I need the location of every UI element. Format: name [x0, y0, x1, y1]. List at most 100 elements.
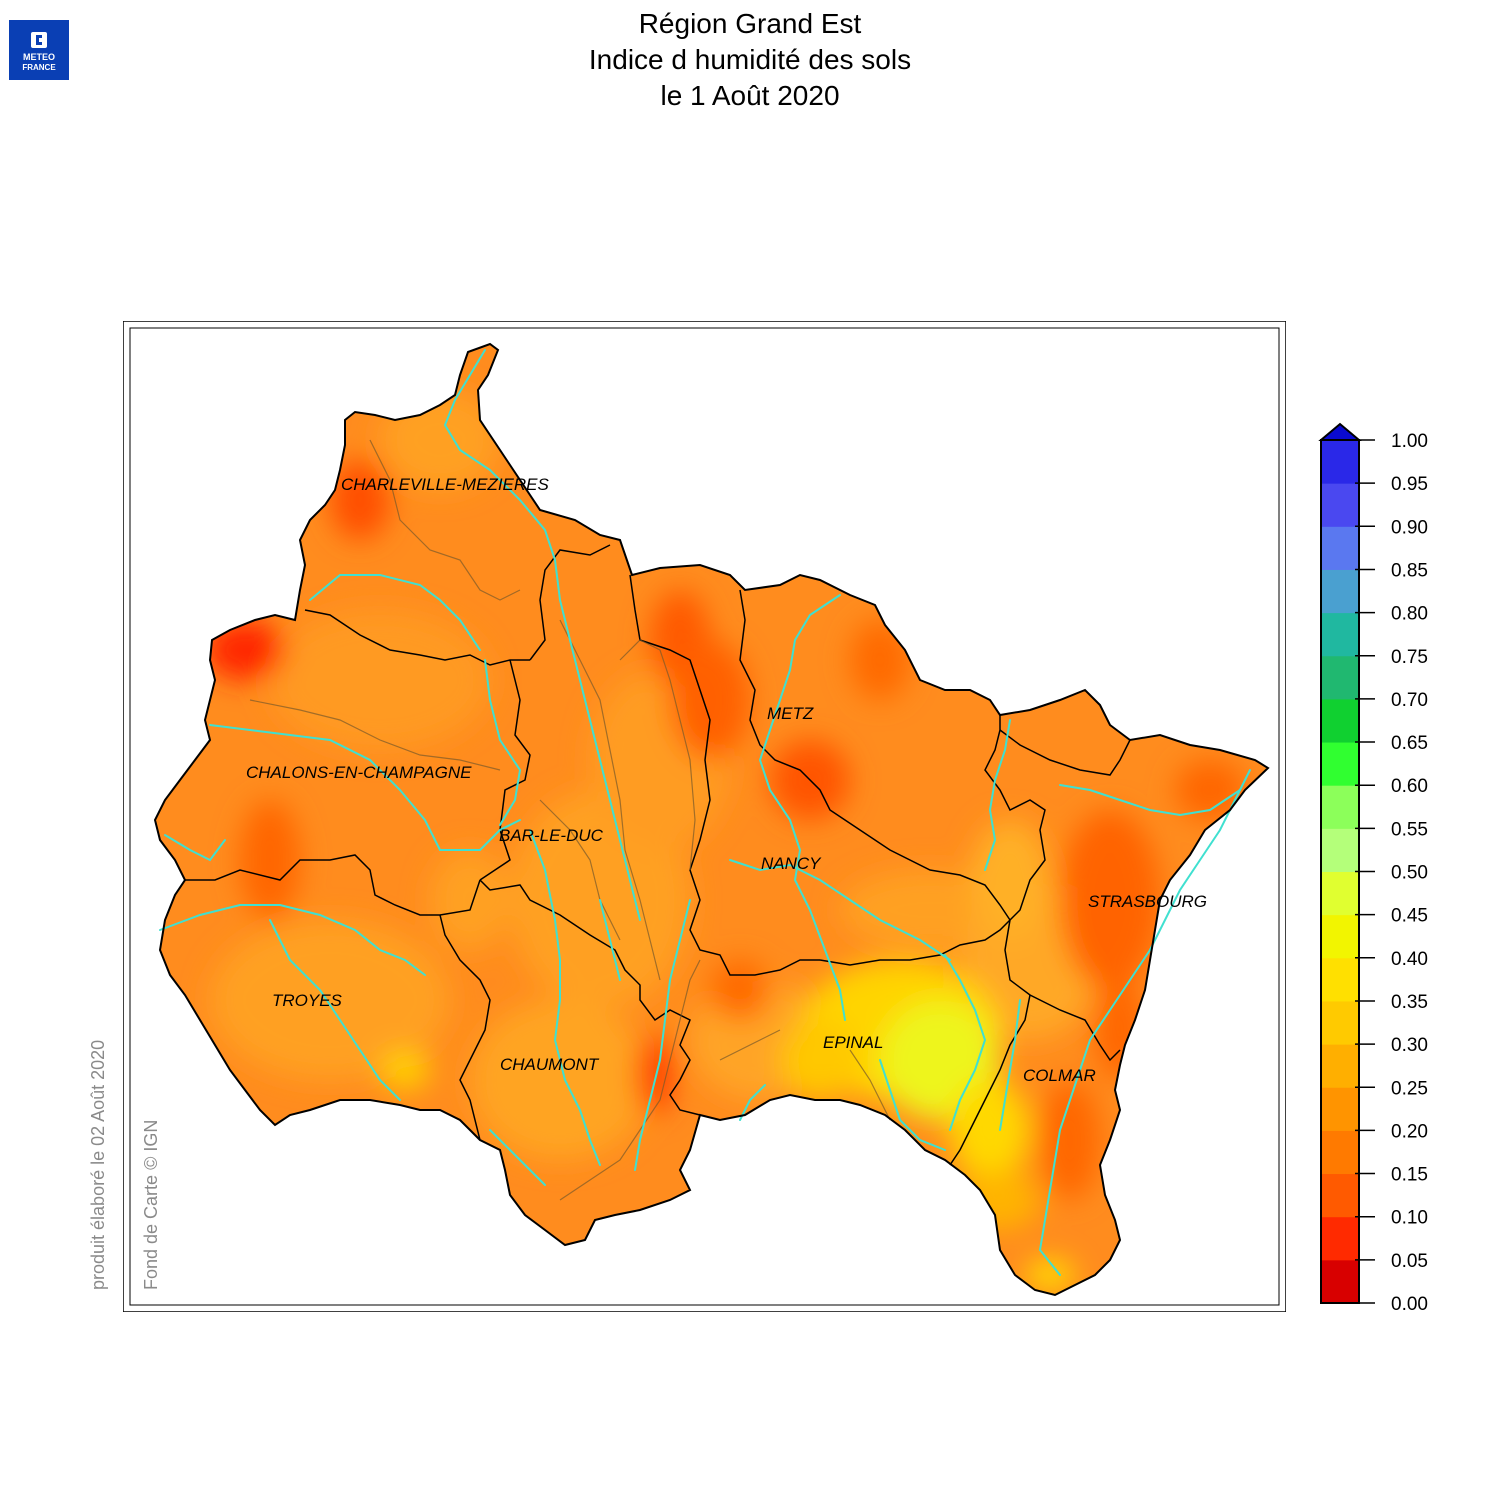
river-marne	[209, 724, 521, 851]
legend-tick-label-4: 0.20	[1391, 1121, 1428, 1142]
legend-tick-label-19: 0.95	[1391, 474, 1428, 495]
river-meurthe	[729, 859, 951, 961]
border-meurthe-vosges	[819, 919, 1011, 966]
legend-tick-label-15: 0.75	[1391, 647, 1428, 668]
city-label-charleville: CHARLEVILLE-MEZIERES	[341, 475, 549, 494]
basin-line-3	[619, 639, 696, 871]
legend-overflow-arrow	[1318, 422, 1362, 441]
logo-text-france: FRANCE	[22, 63, 56, 72]
legend-tick-label-5: 0.25	[1391, 1078, 1428, 1099]
legend-band-15	[1321, 612, 1359, 657]
legend-tick-label-7: 0.35	[1391, 992, 1428, 1013]
city-labels: CHARLEVILLE-MEZIERES METZ CHALONS-EN-CHA…	[246, 475, 1207, 1085]
title-index: Indice d humidité des sols	[588, 44, 912, 75]
river-moder	[1059, 784, 1241, 817]
river-aube-south	[489, 1129, 546, 1186]
border-moselle-basrhin-north	[999, 729, 1131, 776]
river-ill	[999, 999, 1021, 1131]
legend-tick-label-18: 0.90	[1391, 517, 1428, 538]
river-aisne	[309, 574, 481, 651]
legend-band-5	[1321, 1044, 1359, 1088]
legend-tick-label-10: 0.50	[1391, 863, 1428, 884]
legend-tick-label-2: 0.10	[1391, 1208, 1428, 1229]
legend-tick-label-14: 0.70	[1391, 690, 1428, 711]
river-vesle	[164, 834, 226, 862]
legend-band-4	[1321, 1087, 1359, 1131]
legend-tick-label-3: 0.15	[1391, 1165, 1428, 1186]
city-label-strasbourg: STRASBOURG	[1088, 892, 1207, 911]
border-ardennes-marne	[304, 609, 530, 666]
title-region: Région Grand Est	[638, 8, 862, 39]
legend-band-18	[1321, 483, 1359, 527]
legend-tick-label-16: 0.80	[1391, 604, 1428, 625]
city-label-epinal: EPINAL	[823, 1033, 883, 1052]
basin-line-7	[849, 1049, 891, 1121]
legend-band-0	[1321, 1259, 1359, 1304]
legend-tick-label-0: 0.00	[1391, 1294, 1428, 1315]
city-label-chalons: CHALONS-EN-CHAMPAGNE	[246, 763, 472, 782]
border-moselle-basrhin	[984, 715, 1046, 921]
basin-line-4	[249, 699, 501, 771]
legend-band-10	[1321, 828, 1359, 872]
legend-tick-label-8: 0.40	[1391, 949, 1428, 970]
legend-band-13	[1321, 698, 1359, 743]
meteo-france-logo: METEO FRANCE	[9, 20, 69, 80]
border-vosges-hautrhin	[949, 994, 1031, 1166]
basin-boundaries	[249, 439, 891, 1201]
legend-band-9	[1321, 871, 1359, 916]
legend-band-7	[1321, 957, 1359, 1002]
legend-band-12	[1321, 742, 1359, 786]
border-marne-aube	[185, 854, 481, 916]
basin-line-6	[559, 959, 701, 1201]
legend-tick-label-13: 0.65	[1391, 733, 1428, 754]
meteo-france-logo-icon: METEO FRANCE	[22, 32, 56, 72]
legend-band-3	[1321, 1130, 1359, 1175]
river-rhine	[1038, 769, 1251, 1276]
river-seine	[269, 919, 401, 1101]
border-basrhin-hautrhin	[1004, 919, 1121, 1062]
legend-band-16	[1321, 569, 1359, 614]
city-label-troyes: TROYES	[272, 991, 343, 1010]
border-moselle-meurthe	[739, 589, 1011, 921]
river-meuse	[443, 349, 641, 921]
legend-tick-label-20: 1.00	[1391, 431, 1428, 452]
river-meuse-south	[634, 899, 691, 1171]
city-label-nancy: NANCY	[761, 854, 822, 873]
legend-bands	[1321, 440, 1359, 1304]
legend-band-11	[1321, 785, 1359, 829]
production-credit: produit élaboré le 02 Août 2020	[88, 1039, 108, 1290]
river-small-1	[739, 1084, 766, 1121]
color-legend: 0.00 0.05 0.10 0.15 0.20 0.25 0.30 0.35 0.40 0.45…	[1318, 422, 1428, 1315]
legend-ticks: 0.00 0.05 0.10 0.15 0.20 0.25 0.30 0.35 0.40 0.45…	[1355, 431, 1428, 1315]
river-moselle-vosges	[944, 954, 987, 1131]
border-meuse-meurthe	[629, 574, 820, 976]
legend-tick-label-9: 0.45	[1391, 906, 1428, 927]
basin-line-8	[719, 1029, 781, 1061]
legend-band-6	[1321, 1000, 1359, 1045]
border-aube-hautemarne	[439, 914, 491, 1141]
city-label-metz: METZ	[767, 704, 814, 723]
city-label-chaumont: CHAUMONT	[500, 1055, 600, 1074]
legend-band-8	[1321, 914, 1359, 959]
legend-band-2	[1321, 1173, 1359, 1218]
legend-band-17	[1321, 526, 1359, 570]
legend-tick-label-11: 0.55	[1391, 819, 1428, 840]
legend-band-19	[1321, 440, 1359, 484]
department-borders	[185, 544, 1131, 1166]
city-label-bar-le-duc: BAR-LE-DUC	[499, 826, 604, 845]
basemap-credit: Fond de Carte © IGN	[141, 1119, 161, 1290]
legend-tick-label-6: 0.30	[1391, 1035, 1428, 1056]
border-meuse-hautemarne	[479, 879, 701, 1116]
map-panel: CHARLEVILLE-MEZIERES METZ CHALONS-EN-CHA…	[123, 321, 1286, 1312]
basin-line-1	[369, 439, 521, 601]
border-ardennes-meuse	[529, 544, 611, 661]
legend-tick-label-12: 0.60	[1391, 776, 1428, 797]
legend-tick-label-17: 0.85	[1391, 560, 1428, 581]
river-marne-north	[484, 659, 522, 826]
river-marne-south	[529, 829, 601, 1166]
map-inner-frame	[129, 327, 1280, 1306]
rivers	[159, 349, 1251, 1276]
river-moselle	[758, 594, 846, 1021]
legend-band-1	[1321, 1216, 1359, 1261]
legend-band-14	[1321, 655, 1359, 700]
